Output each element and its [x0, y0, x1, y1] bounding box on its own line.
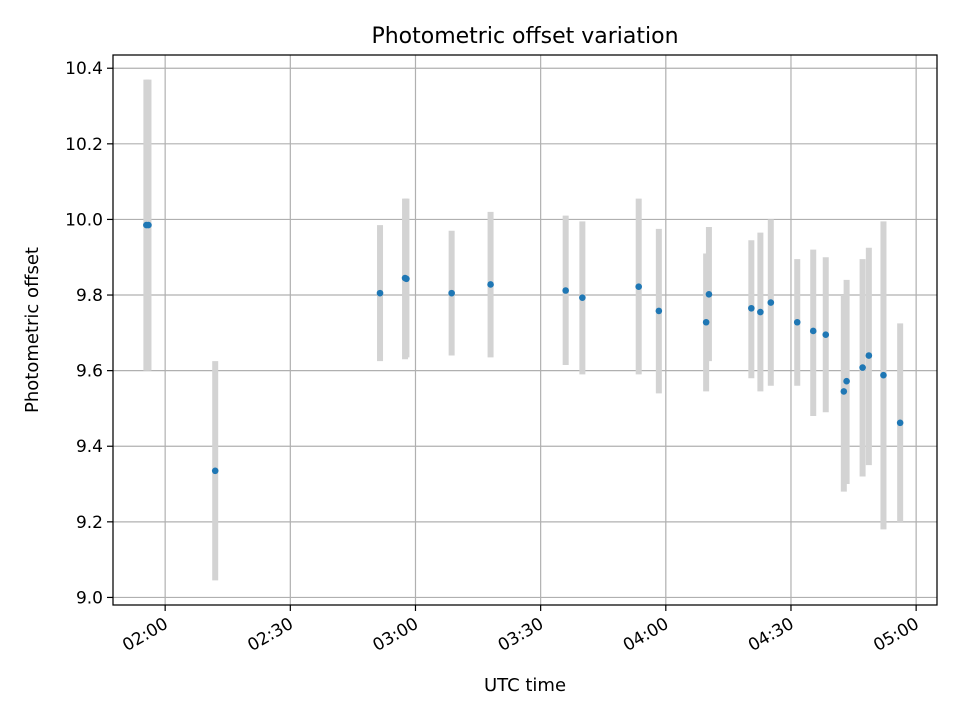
y-tick-label: 10.4	[65, 59, 103, 79]
x-tick-label: 04:30	[745, 614, 797, 656]
x-tick-label: 05:00	[870, 614, 922, 656]
x-tick-label: 02:00	[119, 614, 171, 656]
x-axis-label: UTC time	[484, 675, 566, 696]
y-axis-ticks: 9.0 9.2 9.4 9.6 9.8 10.0 10.2 10.4	[65, 59, 113, 608]
y-tick-label: 9.8	[76, 286, 103, 306]
x-tick-label: 04:00	[620, 614, 672, 656]
y-tick-label: 10.2	[65, 135, 103, 155]
data-points	[143, 221, 904, 475]
y-tick-label: 9.0	[76, 588, 103, 608]
data-point	[865, 352, 873, 359]
data-point	[211, 467, 219, 475]
y-axis-label: Photometric offset	[22, 247, 43, 413]
grid-lines	[113, 55, 937, 605]
data-point	[579, 294, 586, 301]
data-point	[702, 318, 710, 326]
errorbars	[143, 79, 904, 581]
plot-frame	[112, 54, 938, 606]
data-point	[809, 327, 817, 335]
y-tick-label: 9.2	[76, 513, 103, 533]
data-point	[655, 307, 663, 315]
data-point	[757, 308, 764, 316]
data-point	[376, 289, 384, 297]
data-point	[403, 275, 410, 283]
data-point	[822, 331, 830, 339]
y-tick-label: 9.6	[76, 362, 103, 382]
data-point	[880, 371, 887, 379]
data-point	[859, 364, 866, 371]
data-point	[843, 377, 850, 385]
data-point	[635, 283, 642, 291]
chart-title: Photometric offset variation	[371, 24, 678, 49]
x-axis-ticks: 02:00 02:30 03:00 03:30 04:00 04:30 05:00	[119, 605, 923, 656]
data-point	[748, 304, 755, 312]
data-point	[448, 289, 455, 297]
y-tick-label: 10.0	[65, 210, 103, 230]
y-tick-label: 9.4	[76, 437, 103, 457]
data-point	[793, 318, 801, 326]
data-point	[705, 290, 713, 298]
x-tick-label: 03:30	[495, 614, 547, 656]
data-point	[487, 281, 494, 288]
data-point	[896, 419, 904, 427]
data-point	[562, 287, 569, 294]
x-tick-label: 02:30	[244, 614, 296, 656]
data-point	[840, 388, 848, 395]
x-tick-label: 03:00	[370, 614, 422, 656]
data-point	[767, 299, 775, 306]
data-point	[145, 221, 152, 229]
